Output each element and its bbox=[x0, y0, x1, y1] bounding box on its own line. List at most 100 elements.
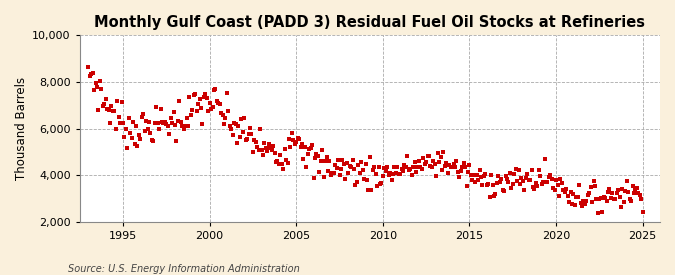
Point bbox=[96, 87, 107, 91]
Point bbox=[591, 197, 602, 202]
Point bbox=[581, 199, 592, 203]
Point bbox=[467, 178, 478, 183]
Point bbox=[558, 188, 568, 192]
Point bbox=[362, 178, 373, 182]
Point bbox=[400, 165, 411, 170]
Point bbox=[414, 159, 425, 163]
Point bbox=[429, 162, 440, 166]
Point bbox=[220, 116, 231, 120]
Point bbox=[187, 108, 198, 112]
Point bbox=[186, 113, 196, 117]
Point bbox=[484, 195, 495, 199]
Point bbox=[223, 108, 234, 113]
Point bbox=[282, 161, 293, 165]
Point bbox=[171, 138, 182, 143]
Point bbox=[630, 188, 641, 192]
Point bbox=[434, 160, 445, 164]
Point bbox=[575, 201, 586, 206]
Point bbox=[276, 162, 287, 166]
Point bbox=[535, 174, 545, 178]
Point bbox=[155, 107, 166, 111]
Point bbox=[462, 169, 473, 174]
Point bbox=[366, 188, 377, 192]
Point bbox=[383, 173, 394, 178]
Point bbox=[182, 124, 193, 128]
Point bbox=[542, 180, 553, 185]
Point bbox=[585, 185, 596, 189]
Point bbox=[211, 98, 222, 103]
Point bbox=[456, 168, 466, 173]
Point bbox=[111, 127, 122, 132]
Point bbox=[442, 171, 453, 175]
Point bbox=[510, 167, 521, 171]
Point bbox=[149, 120, 160, 125]
Point bbox=[343, 171, 354, 175]
Point bbox=[538, 180, 549, 184]
Point bbox=[153, 121, 163, 125]
Point bbox=[356, 160, 367, 164]
Point bbox=[593, 210, 603, 215]
Point bbox=[541, 179, 551, 184]
Point bbox=[286, 131, 297, 135]
Point bbox=[209, 88, 219, 92]
Point bbox=[496, 176, 507, 181]
Point bbox=[327, 171, 338, 175]
Point bbox=[568, 191, 578, 196]
Point bbox=[497, 188, 508, 192]
Point bbox=[418, 156, 429, 161]
Point bbox=[168, 110, 179, 114]
Point bbox=[610, 197, 620, 201]
Point bbox=[140, 119, 151, 123]
Point bbox=[172, 119, 183, 123]
Point bbox=[248, 150, 259, 154]
Point bbox=[481, 182, 492, 187]
Point bbox=[93, 108, 104, 112]
Point bbox=[379, 165, 389, 170]
Point bbox=[597, 210, 608, 214]
Point bbox=[618, 200, 629, 204]
Point bbox=[335, 167, 346, 171]
Point bbox=[174, 99, 185, 103]
Point bbox=[594, 197, 605, 201]
Point bbox=[106, 104, 117, 108]
Point bbox=[358, 176, 369, 181]
Point bbox=[163, 123, 173, 128]
Point bbox=[367, 167, 378, 172]
Point bbox=[600, 196, 611, 200]
Point bbox=[305, 146, 316, 150]
Point bbox=[265, 146, 275, 150]
Point bbox=[372, 184, 383, 188]
Point bbox=[394, 172, 404, 176]
Point bbox=[493, 174, 504, 178]
Point bbox=[242, 137, 252, 141]
Point bbox=[318, 175, 329, 180]
Point bbox=[246, 132, 257, 136]
Point bbox=[230, 122, 241, 126]
Point bbox=[398, 169, 408, 173]
Point bbox=[382, 165, 393, 169]
Point bbox=[262, 149, 273, 153]
Point bbox=[167, 121, 178, 125]
Point bbox=[480, 172, 491, 176]
Point bbox=[554, 194, 564, 199]
Point bbox=[370, 172, 381, 176]
Point bbox=[207, 105, 218, 109]
Point bbox=[607, 191, 618, 196]
Point bbox=[636, 197, 647, 201]
Point bbox=[302, 152, 313, 156]
Point bbox=[240, 138, 251, 142]
Point bbox=[130, 123, 141, 128]
Point bbox=[506, 185, 517, 190]
Point bbox=[107, 109, 118, 113]
Point bbox=[190, 91, 200, 96]
Point bbox=[634, 193, 645, 197]
Point bbox=[450, 165, 460, 169]
Point bbox=[637, 210, 648, 214]
Point bbox=[580, 202, 591, 207]
Point bbox=[134, 133, 144, 137]
Point bbox=[181, 116, 192, 120]
Point bbox=[595, 195, 606, 200]
Point bbox=[471, 172, 482, 177]
Point bbox=[337, 158, 348, 163]
Point bbox=[357, 167, 368, 172]
